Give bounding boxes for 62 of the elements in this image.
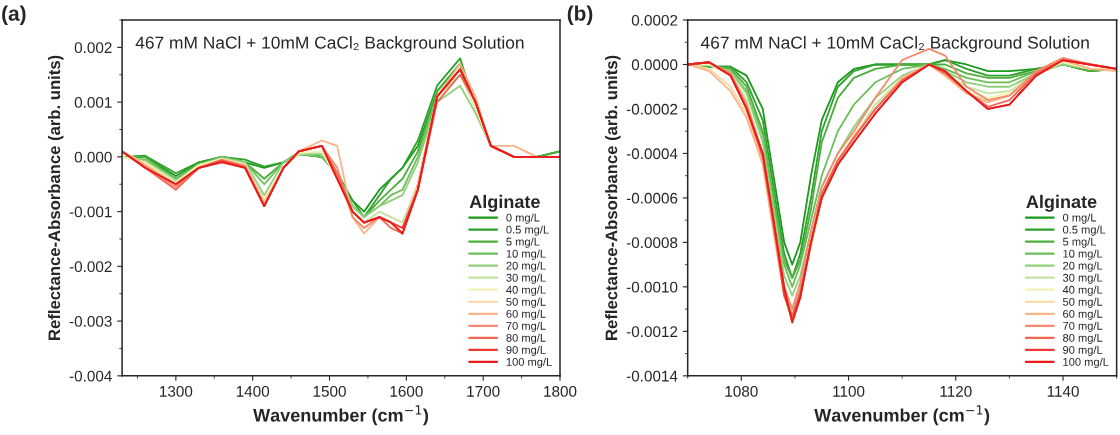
- legend-label: 0.5 mg/L: [1062, 225, 1106, 236]
- x-axis-title: Wavenumber (cm$^{−1}$): [814, 405, 990, 426]
- y-tick-label: -0.0006: [626, 192, 678, 204]
- y-tick-label: 0.000: [74, 151, 112, 163]
- legend-label: 50 mg/L: [506, 297, 546, 308]
- legend-label: 70 mg/L: [1063, 321, 1103, 332]
- legend-label: 90 mg/L: [1063, 345, 1103, 357]
- legend-title: Alginate: [1026, 194, 1097, 212]
- x-tick-label: 1100: [833, 385, 865, 397]
- legend-label: 5 mg/L: [1062, 237, 1097, 248]
- legend-label: 20 mg/L: [506, 261, 546, 272]
- y-tick-label: 0.0000: [631, 59, 678, 71]
- y-tick-label: 0.001: [74, 96, 112, 108]
- legend-label: 10 mg/L: [506, 249, 546, 260]
- legend-label: 60 mg/L: [506, 309, 546, 320]
- legend-label: 20 mg/L: [1063, 261, 1103, 272]
- legend-label: 80 mg/L: [506, 333, 546, 345]
- legend-label: 90 mg/L: [506, 345, 546, 357]
- legend-label: 100 mg/L: [506, 357, 552, 369]
- y-tick-label: -0.003: [69, 315, 112, 327]
- y-axis-title: Reflectance-Absorbance (arb. units): [605, 55, 621, 340]
- y-tick-label: -0.0004: [626, 148, 678, 160]
- x-tick-label: 1500: [313, 385, 346, 397]
- legend-label: 40 mg/L: [1062, 285, 1103, 296]
- legend-label: 0.5 mg/L: [506, 225, 549, 236]
- legend-label: 5 mg/L: [506, 237, 540, 248]
- legend-label: 0 mg/L: [1062, 213, 1097, 224]
- x-tick-label: 1800: [544, 385, 577, 397]
- x-tick-label: 1400: [236, 385, 270, 397]
- legend-label: 10 mg/L: [1063, 249, 1103, 260]
- y-axis-title: Reflectance-Absorbance (arb. units): [47, 55, 64, 340]
- y-tick-label: -0.0014: [626, 370, 678, 382]
- y-tick-label: 0.0002: [631, 14, 678, 26]
- y-tick-label: -0.0012: [626, 326, 678, 338]
- x-axis-title: Wavenumber (cm$^{−1}$): [253, 405, 429, 426]
- text: (b): [567, 5, 593, 25]
- legend-label: 60 mg/L: [1063, 309, 1103, 320]
- x-tick-label: 1300: [160, 385, 193, 397]
- text: 467 mM NaCl + 10mM CaCl₂ Background Solution: [700, 36, 1089, 53]
- text: (a): [2, 5, 26, 25]
- y-tick-label: -0.0002: [626, 103, 678, 115]
- y-tick-label: -0.001: [69, 206, 112, 218]
- legend-label: 80 mg/L: [1063, 333, 1103, 345]
- legend-title: Alginate: [469, 194, 540, 212]
- legend-label: 30 mg/L: [1062, 273, 1103, 284]
- y-tick-label: -0.002: [69, 261, 112, 273]
- legend-label: 30 mg/L: [506, 273, 546, 284]
- legend-label: 50 mg/L: [1062, 297, 1103, 308]
- legend-label: 100 mg/L: [1063, 357, 1109, 369]
- x-tick-label: 1140: [1047, 385, 1079, 397]
- x-tick-label: 1080: [725, 385, 758, 397]
- y-tick-label: -0.0008: [626, 237, 678, 249]
- legend-label: 0 mg/L: [506, 213, 540, 224]
- legend-label: 40 mg/L: [506, 285, 546, 296]
- y-tick-label: -0.004: [69, 370, 112, 382]
- y-tick-label: 0.002: [74, 42, 112, 54]
- y-tick-label: -0.0010: [626, 281, 678, 293]
- x-tick-label: 1600: [390, 385, 423, 397]
- text: 467 mM NaCl + 10mM CaCl₂ Background Solution: [135, 36, 524, 53]
- legend-label: 70 mg/L: [506, 321, 546, 332]
- x-tick-label: 1120: [940, 385, 972, 397]
- x-tick-label: 1700: [467, 385, 500, 397]
